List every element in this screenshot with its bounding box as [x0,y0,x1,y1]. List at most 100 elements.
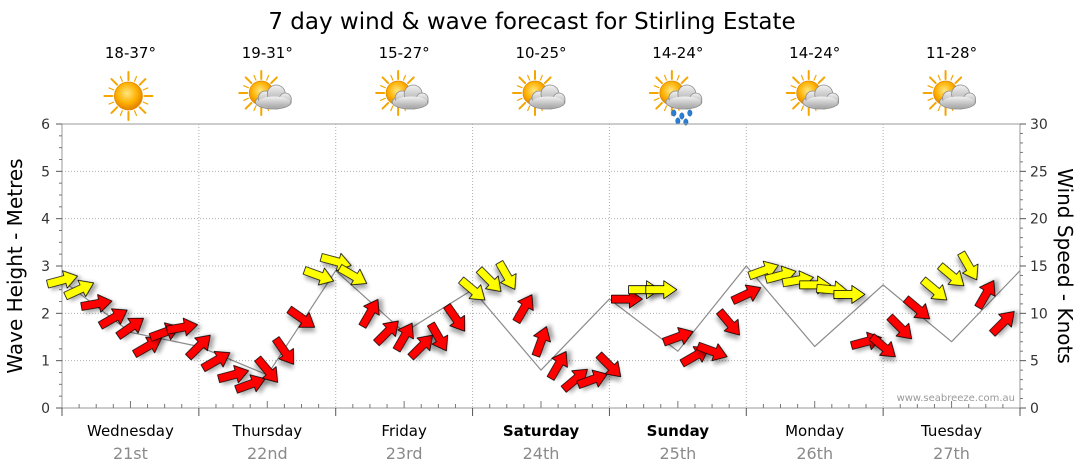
day-temperature: 14-24° [789,44,840,62]
wind-arrow [200,351,231,373]
day-name: Monday [785,422,844,440]
day-temperature: 15-27° [379,44,430,62]
wind-arrow [302,266,335,286]
day-temperature: 18-37° [105,44,156,62]
wind-arrow [531,326,551,358]
sunny-icon [103,71,154,121]
wave-height-line [61,265,1021,376]
y-left-tick-label: 5 [41,164,50,180]
wind-arrow [833,284,866,304]
y-left-tick-label: 1 [41,354,50,370]
wind-arrow [576,369,608,389]
day-date: 21st [113,444,148,463]
wind-arrow [132,336,162,358]
y-right-tick-label: 25 [1030,164,1048,180]
wind-arrow [595,351,622,378]
wind-arrow [63,279,95,301]
wind-arrow [407,334,434,361]
wind-arrow [254,355,278,383]
wind-arrow [443,303,466,332]
wind-arrow [115,317,144,340]
partly-cloudy-icon [785,70,840,116]
y-right-tick-label: 5 [1030,354,1039,370]
wind-arrow [358,299,380,329]
day-temperature: 10-25° [515,44,566,62]
wind-arrow [628,280,660,300]
wind-arrow [458,276,486,301]
day-name: Saturday [503,422,580,440]
wind-arrow [165,317,198,337]
y-right-tick-label: 15 [1030,259,1048,275]
y-right-tick-label: 20 [1030,212,1048,228]
showers-icon [648,70,703,126]
axes: 0 1 2 3 4 5 6 0 5 10 15 20 25 30 [41,117,1048,417]
y-left-tick-label: 4 [41,212,50,228]
day-name: Friday [381,422,427,440]
wind-arrow [957,250,979,281]
y-left-tick-label: 3 [41,259,50,275]
wind-arrow [272,336,294,365]
day-date: 22nd [247,444,288,463]
y-left-tick-label: 0 [41,401,50,417]
partly-cloudy-icon [512,70,566,116]
wind-arrow [716,308,740,336]
wind-arrow [937,262,965,287]
day-date: 25th [659,444,696,463]
wind-arrow [920,276,948,301]
wind-arrow [392,322,414,353]
wind-arrow [989,311,1015,337]
wind-arrow [645,280,678,300]
wind-arrow [475,266,502,292]
wind-arrow [546,351,568,381]
wind-arrow [373,320,399,347]
day-date: 27th [933,444,970,463]
day-name: Wednesday [87,422,174,440]
wind-arrow [337,264,368,286]
wind-arrow [662,327,694,347]
day-date: 24th [523,444,560,463]
day-temperature: 11-28° [926,44,977,62]
day-date: 23rd [386,444,423,463]
day-headers: 18-37° 19-31° 15-27° 10-25° 14-24° 14-24° 11-2… [103,44,977,126]
partly-cloudy-icon [238,70,292,116]
day-name: Tuesday [920,422,982,440]
wind-arrow [512,294,534,324]
chart-title: 7 day wind & wave forecast for Stirling … [268,9,795,35]
y-left-tick-label: 6 [41,117,50,133]
wave-height-series [61,265,1021,376]
partly-cloudy-icon [922,70,976,116]
y-left-tick-label: 2 [41,306,50,322]
wind-speed-series [46,250,1015,394]
wind-arrow [974,280,996,310]
wind-arrow [80,294,113,313]
day-temperature: 19-31° [242,44,293,62]
y-axis-right-title: Wind Speed - Knots [1053,168,1077,364]
wind-arrow [286,305,316,328]
y-right-tick-label: 0 [1030,401,1039,417]
wind-arrow [46,270,78,289]
wind-arrow [611,289,643,309]
wind-arrow [217,365,249,384]
wind-arrow [560,368,588,393]
partly-cloudy-icon [375,70,429,116]
day-name: Sunday [647,422,710,440]
watermark: www.seabreeze.com.au [897,393,1015,404]
day-name: Thursday [231,422,302,440]
wind-arrow [886,313,913,340]
day-footer: Wednesday 21st Thursday 22nd Friday 23rd Satur… [87,422,982,463]
wind-arrow [234,374,266,394]
wind-arrow [427,321,449,352]
wind-arrow [902,295,931,320]
wind-arrow [97,308,128,330]
wind-arrow [185,334,211,361]
y-axis-left-title: Wave Height - Metres [3,158,27,373]
wind-arrow [730,284,762,305]
day-temperature: 14-24° [652,44,703,62]
y-right-tick-label: 30 [1030,117,1048,133]
wind-arrow [868,333,896,358]
wind-arrow [696,341,728,362]
day-date: 26th [796,444,833,463]
wind-arrow [495,260,517,290]
y-right-tick-label: 10 [1030,306,1048,322]
